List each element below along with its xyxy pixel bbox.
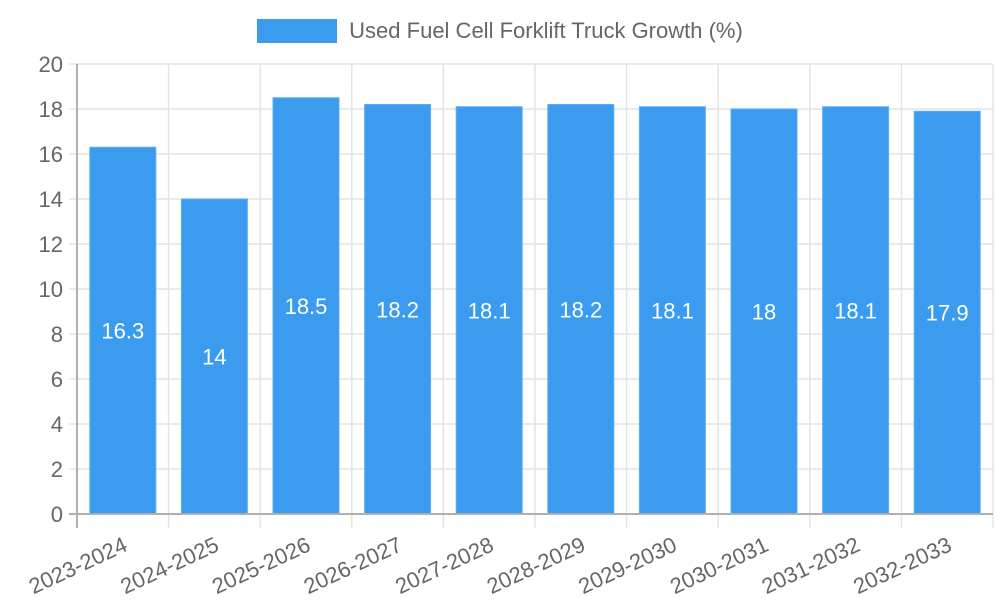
x-tick-label: 2032-2033 [849, 532, 955, 599]
bar-value-label: 18.1 [834, 298, 877, 323]
y-axis-ticks: 0 2 4 6 8 10 12 14 16 18 20 [39, 52, 63, 527]
bar-value-label: 18 [752, 300, 776, 325]
x-tick-label: 2023-2024 [25, 532, 131, 599]
bar-value-label: 18.5 [285, 294, 328, 319]
y-tick-label: 10 [39, 277, 63, 302]
axes [69, 64, 993, 528]
y-tick-label: 6 [51, 367, 63, 392]
x-tick-label: 2026-2027 [300, 532, 406, 599]
bar[interactable] [455, 106, 523, 515]
y-tick-label: 16 [39, 142, 63, 167]
bar[interactable] [180, 198, 248, 515]
y-tick-label: 8 [51, 322, 63, 347]
legend-label: Used Fuel Cell Forklift Truck Growth (%) [349, 18, 743, 43]
legend-swatch [257, 19, 338, 43]
bars-group: 16.3 14 18.5 18.2 18.1 18.2 18.1 18 18.1 17.9 [89, 97, 981, 515]
bar-value-label: 14 [202, 345, 226, 370]
x-tick-label: 2028-2029 [483, 532, 589, 599]
x-tick-label: 2030-2031 [666, 532, 772, 599]
x-tick-label: 2027-2028 [391, 532, 497, 599]
x-tick-label: 2024-2025 [117, 532, 223, 599]
y-tick-label: 4 [51, 412, 63, 437]
bar[interactable] [364, 104, 432, 515]
x-axis-ticks: 2023-20242024-20252025-20262026-20272027… [25, 532, 955, 599]
y-tick-label: 18 [39, 97, 63, 122]
y-tick-label: 20 [39, 52, 63, 77]
y-tick-label: 14 [39, 187, 63, 212]
bar-value-label: 18.2 [376, 297, 419, 322]
y-tick-label: 0 [51, 502, 63, 527]
bar[interactable] [822, 106, 890, 515]
y-tick-label: 12 [39, 232, 63, 257]
bar[interactable] [913, 110, 981, 515]
bar-value-label: 18.1 [468, 298, 511, 323]
bar[interactable] [638, 106, 706, 515]
bar[interactable] [547, 104, 615, 515]
bar-value-label: 18.1 [651, 298, 694, 323]
bar-value-label: 18.2 [559, 297, 602, 322]
x-tick-label: 2031-2032 [758, 532, 864, 599]
x-tick-label: 2029-2030 [575, 532, 681, 599]
x-tick-label: 2025-2026 [208, 532, 314, 599]
bar-value-label: 16.3 [101, 319, 144, 344]
bar-value-label: 17.9 [926, 301, 969, 326]
chart-legend[interactable]: Used Fuel Cell Forklift Truck Growth (%) [0, 18, 1000, 44]
y-tick-label: 2 [51, 457, 63, 482]
bar[interactable] [730, 108, 798, 515]
